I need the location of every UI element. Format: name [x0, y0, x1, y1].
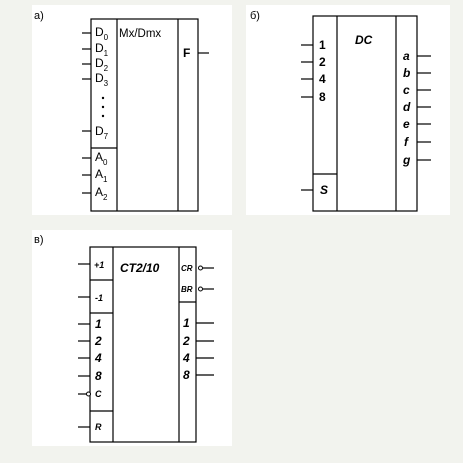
mux-title: Mx/Dmx [119, 28, 161, 40]
decoder-output-f: f [404, 135, 409, 149]
counter-output-4: 4 [182, 351, 190, 365]
panel-c-background [32, 230, 232, 446]
mux-input-d1: D1 [95, 41, 109, 58]
decoder-output-e: e [403, 117, 410, 131]
mux-input-d0: D0 [95, 25, 109, 42]
counter-block [89, 246, 197, 443]
counter-output-leads [196, 267, 214, 376]
decoder-input-4: 4 [319, 72, 326, 86]
mux-input-a0: A0 [95, 150, 108, 167]
counter-reset-r: R [95, 422, 102, 432]
decoder-output-a: a [403, 49, 410, 63]
decoder-title: DC [355, 33, 373, 47]
mux-data-input-leads [82, 32, 91, 132]
mux-address-input-leads [82, 157, 91, 194]
mux-input-d7: D7 [95, 124, 109, 141]
panel-a-background [32, 5, 232, 215]
decoder-output-leads [417, 55, 431, 161]
mux-output-f: F [183, 46, 190, 60]
counter-input-1: 1 [95, 317, 102, 331]
mux-input-d3: D3 [95, 71, 109, 88]
decoder-output-c: c [403, 83, 410, 97]
mux-block [90, 18, 199, 212]
panel-b-label: б) [250, 10, 260, 22]
counter-input-8: 8 [95, 369, 102, 383]
decoder-output-b: b [403, 66, 410, 80]
carry-inversion-bubble [198, 265, 203, 271]
mux-input-d2: D2 [95, 56, 109, 73]
counter-clock-c: C [95, 389, 102, 399]
decoder-input-2: 2 [319, 55, 326, 69]
borrow-inversion-bubble [198, 286, 203, 292]
decoder-input-leads [301, 44, 313, 191]
decoder-input-8: 8 [319, 90, 326, 104]
panel-c-label: в) [34, 234, 44, 246]
counter-output-2: 2 [182, 334, 190, 348]
decoder-output-g: g [402, 153, 411, 167]
panel-a-label: а) [34, 10, 44, 22]
decoder-block [312, 15, 418, 212]
counter-output-8: 8 [183, 368, 190, 382]
mux-input-a2: A2 [95, 185, 108, 202]
counter-carry-cr: CR [181, 264, 193, 273]
decoder-input-1: 1 [319, 38, 326, 52]
counter-output-1: 1 [183, 316, 190, 330]
counter-input-2: 2 [94, 334, 102, 348]
mux-input-a1: A1 [95, 167, 108, 184]
panel-b-background [246, 5, 450, 215]
counter-input-leads [78, 263, 90, 428]
mux-ellipsis-dots [101, 96, 105, 118]
counter-count-down: -1 [95, 293, 103, 303]
clock-inversion-bubble [86, 391, 91, 397]
counter-count-up: +1 [94, 260, 104, 270]
decoder-strobe-s: S [320, 183, 328, 197]
counter-title: CT2/10 [120, 261, 160, 275]
decoder-output-d: d [403, 100, 411, 114]
counter-borrow-br: BR [181, 285, 193, 294]
counter-input-4: 4 [94, 351, 102, 365]
